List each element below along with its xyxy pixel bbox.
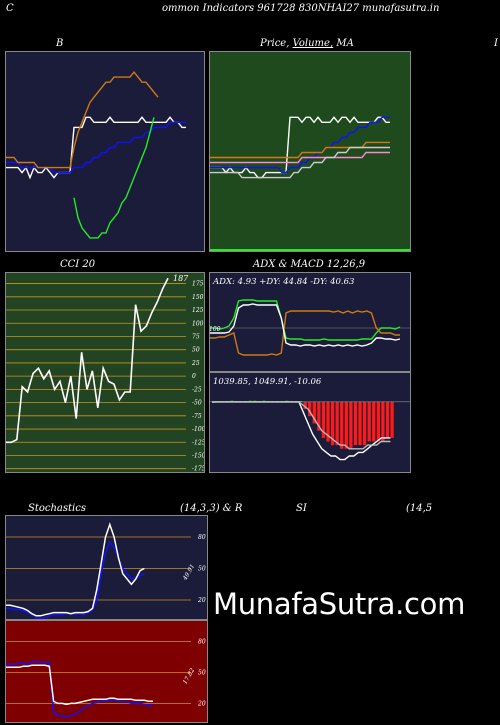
macd-readout: 1039.85, 1049.91, -10.06 (213, 377, 322, 387)
macd-histogram-bar (376, 401, 380, 442)
macd-histogram-bar (385, 401, 390, 438)
macd-histogram-bar (353, 401, 358, 446)
macd-histogram-bar (340, 401, 344, 449)
cci-tick-label: -125 (192, 439, 205, 446)
price_ma-series-4 (210, 146, 390, 179)
price-title-volume: Volume, (292, 38, 334, 49)
rsi-params: (14,5 (406, 503, 433, 514)
stoch-params: (14,3,3) & R (180, 503, 243, 514)
rsi-value-label: 17.82 (182, 667, 197, 686)
stochastics-tick-label: 20 (197, 597, 206, 604)
header-letter: C (6, 3, 14, 14)
price-title-ma: MA (336, 38, 354, 49)
stoch-panel: 80 50 20 49.91 (5, 515, 208, 620)
bollinger-series-0 (6, 116, 186, 180)
macd-panel: 1039.85, 1049.91, -10.06 (209, 372, 411, 473)
macd-histogram-bar (326, 401, 330, 442)
stoch-chart: 80 50 20 49.91 (6, 522, 206, 619)
adx-readout: ADX: 4.93 +DY: 44.84 -DY: 40.63 (212, 277, 354, 287)
macd-histogram-bar (390, 401, 394, 438)
stoch-title: Stochastics (28, 503, 86, 514)
macd-histogram-bar (358, 401, 362, 446)
price-panel (209, 51, 411, 252)
macd-histogram-bar (349, 401, 353, 449)
stochastics-tick-label: 50 (198, 566, 206, 573)
rsi-tick-label: 80 (198, 639, 206, 646)
cci-tick-label: -75 (192, 413, 202, 420)
bollinger-chart (6, 70, 186, 239)
page-title: ommon Indicators 961728 830NHAI27 munafa… (162, 3, 440, 14)
macd-line-1 (212, 401, 391, 450)
price-chart (210, 116, 410, 251)
cci-tick-label: 50 (192, 347, 200, 354)
rsi-chart: 80 50 20 17.82 (6, 639, 206, 718)
bollinger-series-1 (6, 121, 186, 174)
macd-histogram-bar (381, 401, 385, 442)
price_ma-series-3 (210, 151, 390, 164)
macd-histogram-bar (344, 401, 348, 449)
stochastics-value-label: 49.91 (181, 563, 196, 582)
macd-histogram-bar (303, 401, 307, 410)
price_ma-series-1 (210, 116, 390, 174)
adx-series-2 (210, 303, 401, 347)
cci-tick-label: -25 (192, 386, 202, 393)
right-edge-letter: I (494, 38, 498, 49)
adx-title: ADX & MACD 12,26,9 (253, 259, 366, 270)
cci-tick-label: -175 (192, 466, 205, 473)
cci-tick-label: 75 (192, 333, 200, 340)
cci-tick-label: -150 (192, 452, 205, 459)
cci-tick-label: 175 (192, 281, 204, 288)
macd-histogram-bar (321, 401, 326, 438)
cci-tick-label: 125 (192, 307, 204, 314)
macd-histogram-bar (335, 401, 339, 446)
cci-tick-label: 150 (192, 294, 204, 301)
cci-tick-label: 25 (191, 360, 200, 367)
adx-tick-label: 100 (210, 326, 221, 333)
cci-tick-label: -50 (192, 400, 202, 407)
bollinger-title: B (56, 38, 64, 49)
cci-title: CCI 20 (60, 259, 96, 270)
cci-panel: 175 150 125 100 75 50 25 0 -25 -50 -75 -100 -125 -150… (5, 272, 205, 473)
stochastics-series-1 (6, 522, 145, 617)
stochastics-tick-label: 80 (198, 534, 206, 541)
cci-chart: 175 150 125 100 75 50 25 0 -25 -50 -75 -100 -125 -150… (6, 274, 205, 473)
macd-histogram-bar (362, 401, 367, 446)
macd-histogram-bar (372, 401, 376, 442)
price_ma-series-0 (210, 116, 390, 179)
cci-value-label: 187 (173, 274, 189, 283)
watermark: MunafaSutra.com (213, 587, 466, 621)
bollinger-panel (5, 51, 205, 252)
cci-series-0 (6, 277, 169, 444)
macd-histogram-bar (317, 401, 321, 431)
price-title-price: Price, (260, 38, 290, 49)
adx-series-1 (210, 310, 400, 356)
macd-histogram-bar (367, 401, 371, 442)
adx-series-0 (210, 299, 401, 341)
bollinger-series-3 (6, 70, 159, 169)
cci-tick-label: -100 (192, 426, 205, 433)
bollinger-series-2 (73, 117, 155, 239)
adx-chart: ADX: 4.93 +DY: 44.84 -DY: 40.63 100 (210, 277, 410, 356)
rsi-title: SI (296, 503, 307, 514)
rsi-series-1 (6, 664, 153, 706)
price-title: Price, Volume, MA (260, 38, 354, 50)
macd-histogram-bar (330, 401, 335, 446)
cci-tick-label: 0 (192, 373, 196, 380)
rsi-series-0 (6, 660, 153, 718)
stochastics-series-0 (6, 540, 145, 619)
adx-panel: ADX: 4.93 +DY: 44.84 -DY: 40.63 100 (209, 272, 411, 372)
macd-chart: 1039.85, 1049.91, -10.06 (210, 377, 410, 461)
rsi-tick-label: 50 (198, 670, 206, 677)
rsi-tick-label: 20 (197, 700, 206, 707)
macd-histogram-bar (312, 401, 316, 424)
macd-histogram-bar (308, 401, 312, 417)
cci-tick-label: 100 (192, 320, 204, 327)
rsi-panel: 80 50 20 17.82 (5, 620, 208, 723)
